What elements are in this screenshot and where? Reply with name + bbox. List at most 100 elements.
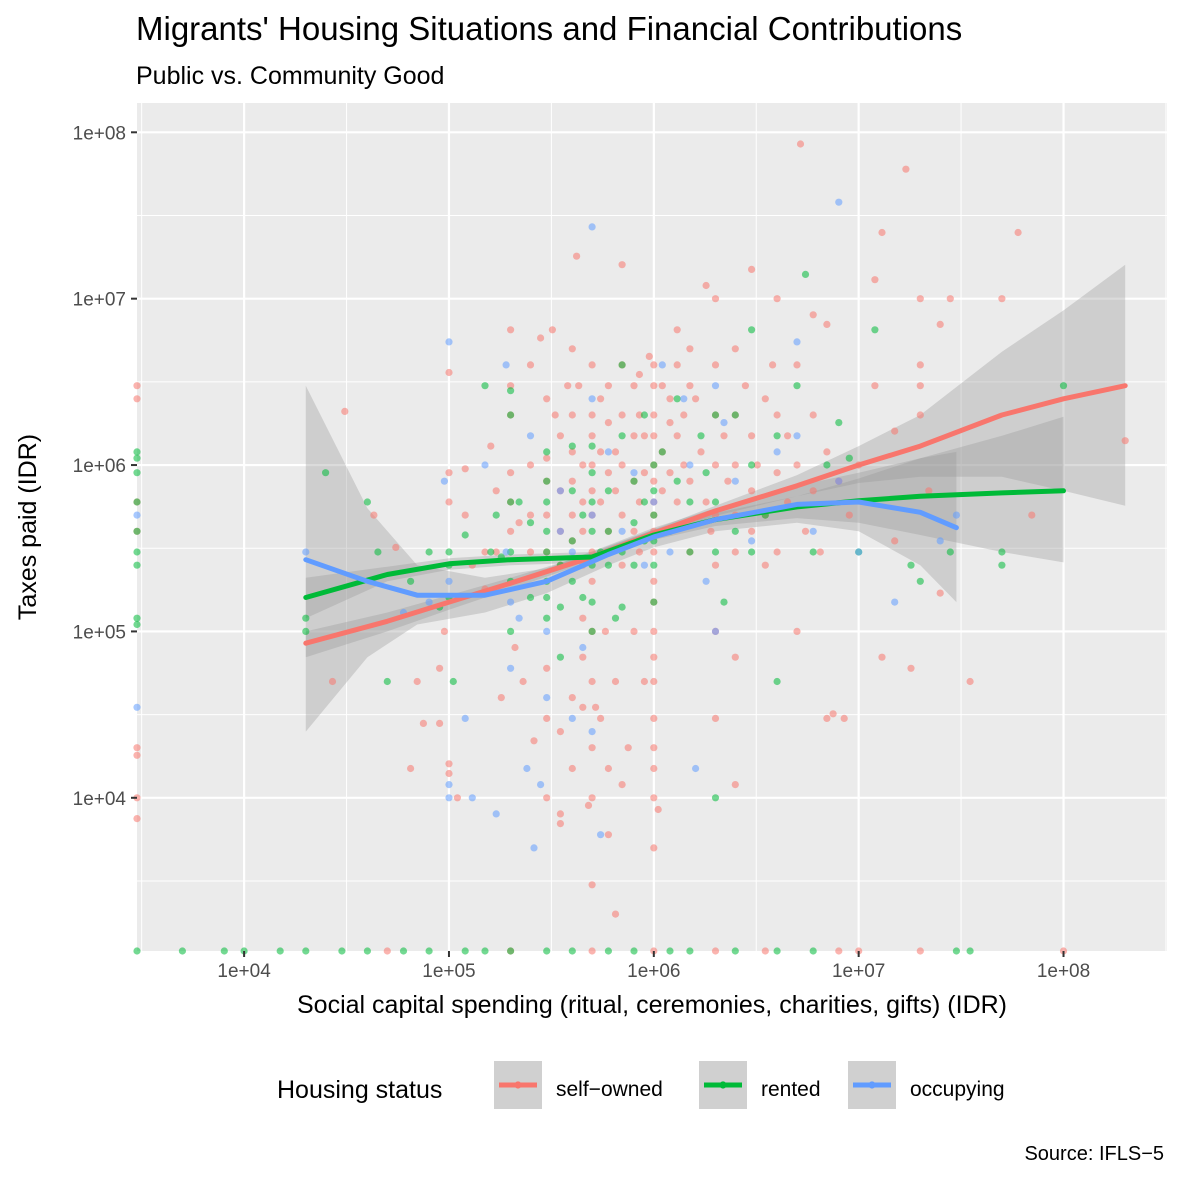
data-point-self-owned [673,326,681,334]
data-point-rented [650,598,658,606]
data-point-self-owned [650,794,658,802]
legend: Housing status self−owned rented occupying [277,1061,1005,1109]
data-point-rented [686,548,694,556]
data-point-occupying [686,461,694,469]
data-point-occupying [793,338,801,346]
data-point-occupying [543,694,551,702]
data-point-self-owned [673,498,681,506]
data-point-self-owned [445,469,453,477]
data-point-self-owned [916,295,924,303]
data-point-self-owned [891,427,899,435]
data-point-self-owned [556,820,565,828]
data-point-self-owned [761,561,769,569]
data-point-rented [507,387,515,395]
data-point-rented [133,469,141,477]
data-point-self-owned [526,511,535,519]
data-point-self-owned [618,561,626,569]
data-point-self-owned [761,947,769,955]
data-point-self-owned [579,461,587,469]
data-point-rented [697,432,705,440]
data-point-self-owned [711,295,720,303]
data-point-self-owned [650,764,658,773]
data-point-occupying [731,477,739,485]
legend-keys: self−owned rented occupying [494,1061,1005,1109]
data-point-self-owned [604,382,613,390]
legend-label-occupying: occupying [910,1078,1005,1101]
data-point-rented [711,498,720,506]
data-point-rented [618,361,626,369]
data-point-rented [383,677,391,686]
data-point-rented [871,326,879,334]
data-point-self-owned [829,710,837,718]
data-point-self-owned [445,769,453,778]
data-point-self-owned [640,677,649,686]
data-point-occupying [618,527,626,535]
data-point-rented [543,448,551,456]
data-point-occupying [492,810,500,818]
data-point-occupying [556,527,565,535]
data-point-self-owned [650,844,658,852]
data-point-self-owned [635,498,644,506]
data-point-rented [133,561,141,569]
data-point-occupying [650,498,658,506]
data-point-self-owned [526,361,535,369]
data-point-self-owned [686,345,694,353]
data-point-rented [526,593,535,602]
data-point-rented [487,548,495,556]
data-point-self-owned [650,477,658,485]
data-point-self-owned [697,448,705,456]
data-point-occupying [588,728,596,736]
data-point-self-owned [507,469,515,477]
data-point-self-owned [707,527,715,535]
data-point-rented [515,498,523,506]
data-point-self-owned [526,461,535,469]
data-point-self-owned [597,498,605,506]
smooth-lines [303,383,1128,646]
data-point-self-owned [925,487,933,495]
data-point-self-owned [568,477,576,485]
data-point-self-owned [568,345,576,353]
data-point-rented [588,527,596,535]
data-point-self-owned [720,432,728,440]
data-point-self-owned [835,947,843,955]
data-point-occupying [530,844,538,852]
data-point-self-owned [946,295,954,303]
data-point-rented [773,947,781,955]
y-tick-label: 1e+08 [73,123,126,144]
data-points [133,140,1129,955]
data-point-occupying [579,643,587,652]
data-point-self-owned [526,548,535,556]
data-point-rented [611,614,620,622]
data-point-self-owned [611,910,620,918]
data-point-occupying [445,577,453,585]
data-point-rented [773,677,781,686]
data-point-occupying [440,477,448,485]
data-point-rented [673,477,681,485]
data-point-self-owned [618,461,626,469]
data-point-self-owned [597,395,605,403]
data-point-self-owned [686,477,694,485]
data-point-rented [835,419,843,427]
legend-label-rented: rented [761,1078,821,1101]
data-point-rented [809,947,817,955]
data-point-self-owned [548,326,557,334]
data-point-self-owned [711,947,720,955]
data-point-occupying [793,432,801,440]
data-point-occupying [425,598,433,606]
data-point-self-owned [650,361,658,369]
x-tick-label: 1e+07 [832,961,885,982]
data-point-self-owned [497,694,505,702]
data-point-self-owned [419,719,427,728]
data-point-rented [998,548,1006,556]
data-point-occupying [468,794,476,802]
data-point-self-owned [543,794,551,802]
data-point-occupying [588,511,596,519]
data-point-self-owned [731,548,739,556]
data-point-self-owned [916,411,924,419]
data-point-self-owned [809,411,817,419]
data-point-self-owned [392,543,400,552]
data-point-self-owned [711,461,720,469]
data-point-self-owned [611,677,620,686]
data-point-rented [449,677,457,686]
data-point-self-owned [907,664,915,672]
